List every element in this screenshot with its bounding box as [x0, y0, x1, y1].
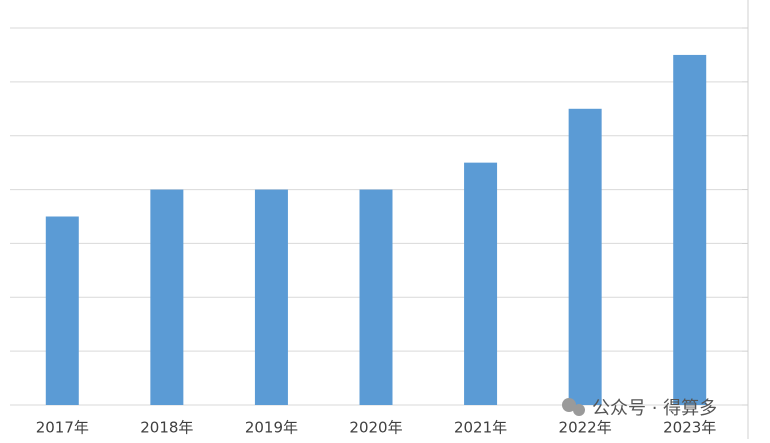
watermark-icon	[573, 404, 585, 416]
x-tick-label: 2022年	[559, 419, 612, 437]
x-tick-label: 2019年	[245, 419, 298, 437]
bar	[45, 216, 79, 405]
x-tick-label: 2018年	[140, 419, 193, 437]
x-tick-label: 2023年	[663, 419, 716, 437]
bar	[150, 189, 184, 405]
watermark: 公众号 · 得算多	[562, 398, 717, 419]
watermark-icon	[562, 398, 576, 412]
x-tick-label: 2017年	[36, 419, 89, 437]
x-tick-label: 2020年	[349, 419, 402, 437]
watermark-text: 公众号 · 得算多	[592, 398, 717, 419]
bar	[359, 189, 393, 405]
x-tick-label: 2021年	[454, 419, 507, 437]
bar	[464, 162, 498, 405]
bar	[254, 189, 288, 405]
bar	[673, 54, 707, 406]
bar	[568, 108, 602, 406]
